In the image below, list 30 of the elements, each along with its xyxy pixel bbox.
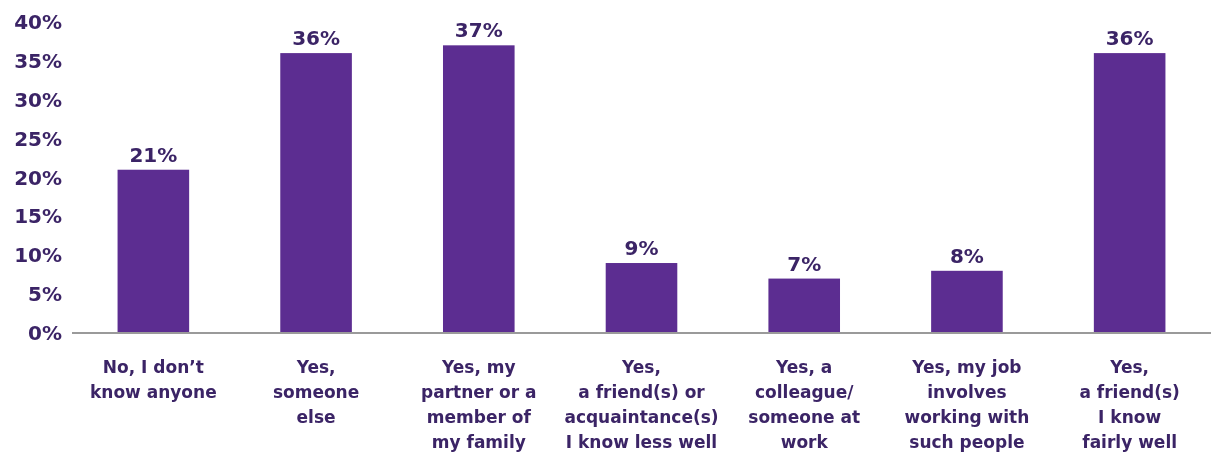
- y-tick-label: 35%: [14, 48, 62, 73]
- bar: [768, 278, 841, 333]
- bar: [117, 169, 190, 333]
- x-tick-label: Yes, my partner or a member of my family: [421, 357, 537, 452]
- bar: [1093, 53, 1166, 333]
- y-tick-label: 15%: [14, 204, 62, 229]
- data-label: 9%: [624, 236, 659, 261]
- x-tick-label: Yes, a colleague/ someone at work: [748, 357, 861, 452]
- bar: [931, 270, 1003, 333]
- bar: [442, 45, 515, 333]
- bar: [280, 53, 352, 333]
- data-label: 8%: [949, 243, 984, 268]
- y-tick-label: 5%: [28, 282, 62, 307]
- bar: [605, 263, 678, 333]
- y-tick-label: 20%: [14, 165, 62, 190]
- y-tick-label: 30%: [14, 87, 62, 112]
- x-tick-label: Yes, a friend(s) or acquaintance(s) I know less well: [564, 357, 719, 452]
- data-label: 36%: [1105, 26, 1154, 51]
- x-tick-label: Yes, my job involves working with such people: [904, 357, 1030, 452]
- x-tick-label: Yes, a friend(s) I know fairly well: [1079, 357, 1180, 452]
- data-label: 21%: [129, 142, 178, 167]
- data-label: 36%: [292, 26, 341, 51]
- data-label: 7%: [787, 251, 822, 276]
- y-tick-label: 40%: [14, 10, 62, 34]
- y-tick-label: 10%: [14, 243, 62, 268]
- data-label: 37%: [454, 18, 503, 43]
- y-tick-label: 0%: [28, 321, 62, 345]
- x-tick-label: No, I don’t know anyone: [90, 357, 217, 402]
- x-tick-label: Yes, someone else: [272, 357, 360, 427]
- y-tick-label: 25%: [14, 126, 62, 151]
